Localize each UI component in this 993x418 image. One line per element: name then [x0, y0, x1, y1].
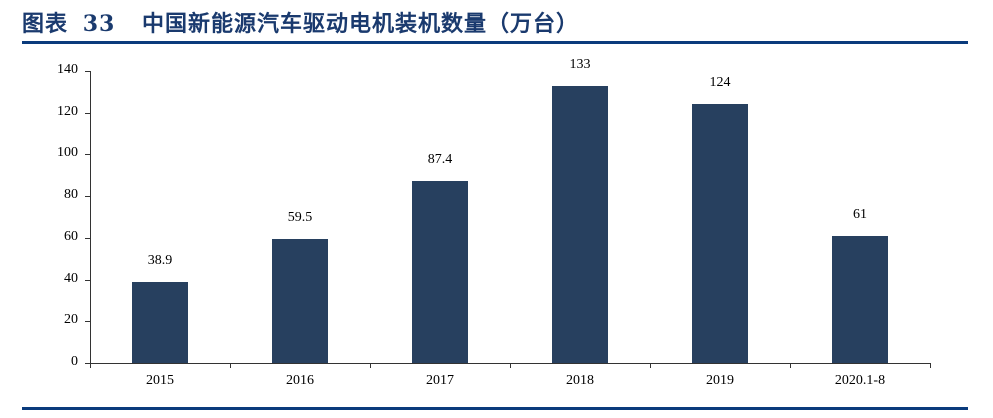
- y-tick-label: 80: [64, 187, 78, 203]
- y-tick-label: 60: [64, 228, 78, 244]
- y-tick: [85, 196, 90, 198]
- figure-number: 33: [82, 11, 116, 37]
- x-tick: [650, 363, 651, 368]
- x-tick-label: 2017: [426, 373, 454, 388]
- y-tick: [85, 154, 90, 156]
- y-tick: [85, 112, 90, 114]
- bar-value-label: 59.5: [287, 209, 313, 225]
- bar-value-label: 87.4: [427, 151, 453, 167]
- y-axis: [90, 71, 91, 364]
- x-tick-label: 2015: [146, 373, 174, 388]
- x-tick-label: 2019: [706, 373, 734, 388]
- y-tick: [85, 321, 90, 323]
- bar-2019: [692, 104, 748, 363]
- bar-value-label: 133: [569, 56, 591, 72]
- bottom-rule: [22, 407, 968, 410]
- x-tick: [230, 363, 231, 368]
- figure-caption: 中国新能源汽车驱动电机装机数量（万台）: [141, 11, 579, 37]
- y-tick: [85, 279, 90, 281]
- x-tick-label: 2020.1-8: [834, 373, 886, 388]
- bar-value-label: 61: [853, 206, 867, 222]
- y-tick-label: 20: [64, 312, 78, 328]
- bar-value-label: 38.9: [147, 252, 173, 268]
- x-tick: [510, 363, 511, 368]
- y-tick-label: 140: [57, 62, 78, 77]
- x-tick-label: 2016: [286, 373, 314, 388]
- x-tick-label: 2018: [566, 373, 594, 388]
- figure-label: 图表: [22, 11, 69, 37]
- x-tick: [790, 363, 791, 368]
- y-tick-label: 100: [57, 145, 78, 161]
- x-tick: [90, 363, 91, 368]
- bar-2018: [552, 85, 608, 363]
- top-rule: [22, 41, 968, 44]
- y-tick: [85, 71, 90, 72]
- y-tick-label: 0: [71, 354, 78, 369]
- y-tick-label: 40: [64, 270, 78, 286]
- figure-title: 图表 33 中国新能源汽车驱动电机装机数量（万台）: [22, 6, 579, 38]
- bar-2020.1-8: [832, 235, 888, 363]
- bar-2016: [272, 238, 328, 363]
- x-tick: [930, 363, 931, 368]
- y-tick: [85, 363, 90, 364]
- y-tick-label: 120: [57, 103, 78, 119]
- x-tick: [370, 363, 371, 368]
- bar-2015: [132, 281, 188, 363]
- y-tick: [85, 237, 90, 239]
- bar-2017: [412, 180, 468, 363]
- bar-value-label: 124: [709, 75, 731, 91]
